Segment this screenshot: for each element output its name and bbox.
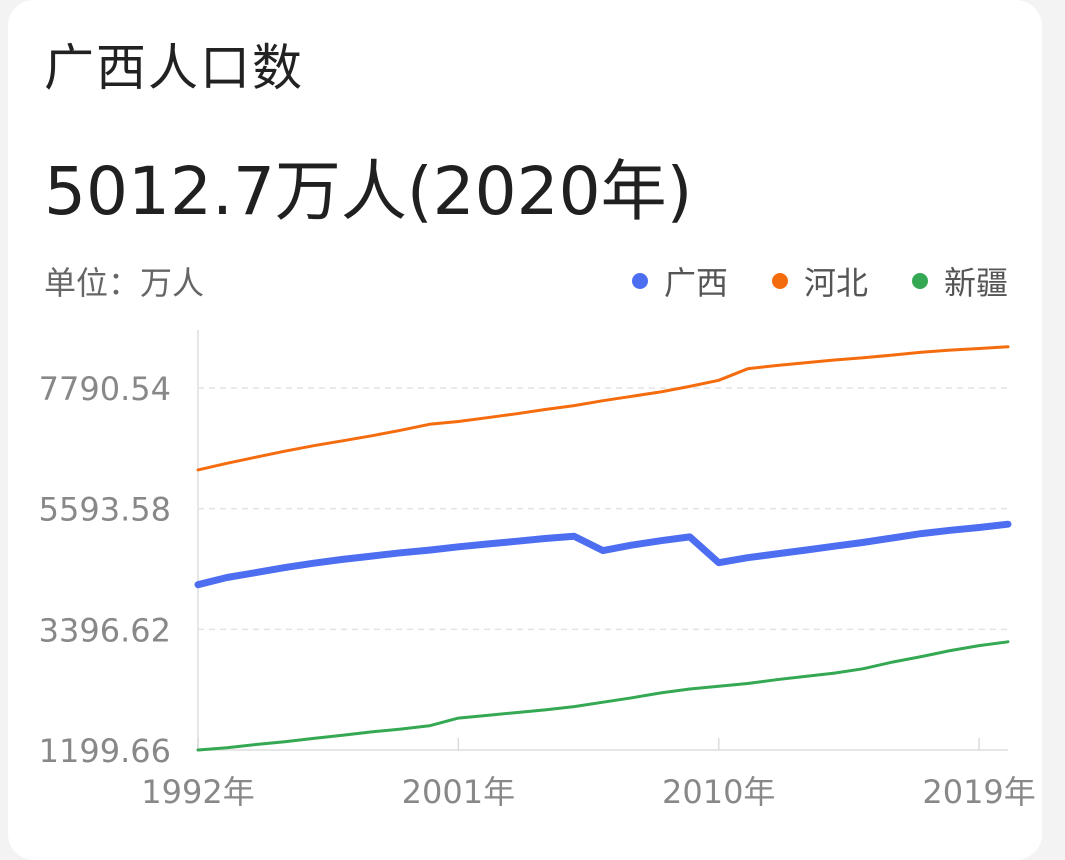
y-tick-label: 1199.66 [39,732,171,770]
legend-item-guangxi[interactable]: 广西 [631,258,728,304]
y-tick-label: 7790.54 [39,370,171,408]
y-tick-label: 3396.62 [39,611,171,649]
unit-label: 单位：万人 [44,264,205,302]
legend-dot-xinjiang [911,273,928,289]
page-title: 广西人口数 [44,39,304,97]
legend-item-hebei[interactable]: 河北 [771,258,868,304]
headline-value: 5012.7万人(2020年) [44,153,693,230]
legend-label-xinjiang: 新疆 [943,264,1008,302]
y-tick-label: 5593.58 [39,491,171,529]
legend-label-hebei: 河北 [803,264,868,302]
legend-dot-hebei [771,273,788,289]
series-line-1 [196,345,1010,472]
legend-dot-guangxi [631,273,648,289]
chart-card [8,0,1042,860]
series-line-0 [194,520,1012,589]
x-tick-label: 2010年 [662,773,775,811]
series-line-2 [196,640,1010,752]
x-tick-label: 2001年 [402,773,515,811]
line-chart: 1199.66 3396.62 5593.58 7790.54 1992年 2001年 20… [39,330,1036,811]
legend: 广西 河北 新疆 [588,258,1008,304]
x-tick-label: 2019年 [922,773,1035,811]
legend-item-xinjiang[interactable]: 新疆 [911,258,1008,304]
legend-label-guangxi: 广西 [663,264,728,302]
x-tick-label: 1992年 [141,773,254,811]
